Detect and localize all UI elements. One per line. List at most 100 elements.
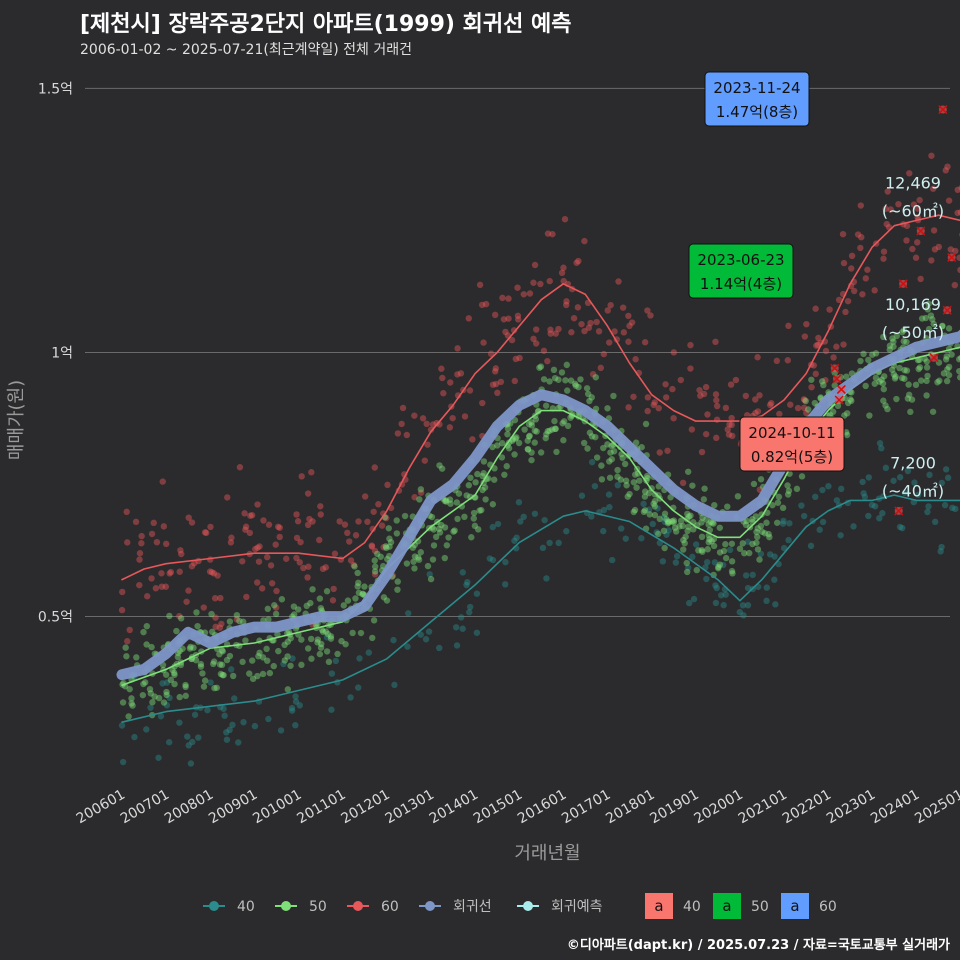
scatter-point-60	[628, 319, 636, 326]
scatter-point-40	[489, 523, 496, 531]
scatter-point-40	[904, 467, 912, 475]
x-tick-label-4: 201001	[250, 787, 304, 828]
scatter-point-40	[417, 631, 424, 638]
scatter-point-60	[773, 357, 781, 365]
scatter-point-60	[276, 533, 283, 541]
scatter-point-50	[551, 374, 559, 382]
scatter-point-50	[707, 518, 714, 526]
scatter-point-50	[588, 394, 595, 401]
x-tick-label-10: 201601	[515, 787, 569, 828]
scatter-point-40	[672, 559, 680, 566]
scatter-point-60	[942, 167, 949, 174]
scatter-point-50	[525, 433, 533, 440]
scatter-point-50	[600, 444, 607, 452]
scatter-point-50	[521, 426, 528, 433]
scatter-point-40	[466, 603, 474, 611]
scatter-point-50	[369, 634, 376, 642]
scatter-point-50	[610, 448, 618, 455]
scatter-point-50	[651, 511, 659, 519]
scatter-point-50	[438, 465, 446, 472]
scatter-point-60	[514, 312, 522, 319]
scatter-point-50	[893, 332, 900, 340]
scatter-point-50	[219, 671, 226, 679]
scatter-point-60	[224, 494, 231, 501]
scatter-point-40	[459, 625, 466, 632]
scatter-point-60	[840, 341, 847, 348]
scatter-point-60	[625, 404, 632, 411]
scatter-point-50	[672, 528, 680, 535]
scatter-point-50	[680, 546, 687, 553]
scatter-point-50	[749, 540, 756, 548]
scatter-point-60	[350, 561, 358, 569]
scatter-point-50	[463, 492, 470, 499]
scatter-point-50	[371, 568, 379, 575]
scatter-point-50	[684, 468, 692, 475]
scatter-point-60	[619, 304, 627, 311]
scatter-point-60	[563, 301, 570, 309]
chart-subtitle: 2006-01-02 ~ 2025-07-21(최근계약일) 전체 거래건	[80, 42, 412, 58]
scatter-point-60	[669, 385, 676, 393]
scatter-point-40	[520, 513, 527, 521]
scatter-point-60	[600, 350, 608, 358]
scatter-point-50	[604, 441, 611, 448]
scatter-point-50	[831, 382, 838, 389]
scatter-point-60	[183, 598, 190, 605]
scatter-point-40	[673, 552, 681, 560]
scatter-point-50	[943, 377, 951, 385]
scatter-point-50	[651, 503, 659, 510]
scatter-point-60	[620, 329, 628, 336]
scatter-point-60	[119, 588, 126, 596]
scatter-point-50	[155, 694, 163, 702]
scatter-point-50	[163, 691, 170, 699]
scatter-point-40	[502, 558, 509, 566]
scatter-point-50	[525, 421, 533, 428]
scatter-point-40	[703, 575, 710, 583]
scatter-point-50	[171, 671, 178, 678]
scatter-point-60	[479, 399, 486, 407]
scatter-point-50	[432, 533, 440, 541]
scatter-point-60	[364, 518, 371, 525]
scatter-point-50	[246, 670, 253, 677]
scatter-point-50	[898, 374, 906, 382]
scatter-point-50	[166, 612, 173, 620]
scatter-point-40	[785, 536, 792, 544]
scatter-point-50	[774, 499, 782, 506]
scatter-point-50	[249, 675, 257, 683]
scatter-point-50	[843, 431, 851, 439]
scatter-point-50	[890, 371, 898, 378]
scatter-point-50	[443, 498, 450, 505]
scatter-point-40	[665, 527, 672, 534]
scatter-point-40	[739, 602, 747, 609]
scatter-point-60	[383, 514, 390, 522]
scatter-point-50	[494, 442, 501, 449]
scatter-point-60	[148, 530, 156, 538]
annotation-date-50: 2023-06-23	[697, 251, 784, 269]
legend-dot-50	[281, 901, 291, 911]
scatter-point-50	[640, 508, 648, 516]
scatter-point-50	[769, 501, 776, 509]
scatter-point-50	[435, 525, 443, 532]
scatter-point-60	[813, 342, 820, 349]
scatter-point-60	[607, 301, 614, 309]
scatter-point-50	[843, 373, 850, 380]
scatter-point-40	[766, 551, 774, 558]
scatter-point-60	[857, 202, 865, 209]
scatter-point-60	[214, 572, 221, 579]
scatter-point-60	[903, 222, 911, 230]
scatter-point-60	[371, 571, 379, 578]
scatter-point-60	[810, 362, 818, 369]
legend-label-회귀선: 회귀선	[453, 899, 492, 915]
scatter-point-40	[147, 704, 154, 711]
scatter-point-50	[472, 479, 479, 486]
scatter-point-60	[317, 503, 324, 510]
scatter-point-50	[441, 497, 449, 505]
scatter-point-60	[124, 638, 131, 645]
scatter-point-40	[952, 505, 959, 513]
scatter-point-50	[217, 670, 225, 678]
scatter-point-60	[188, 519, 196, 526]
scatter-point-60	[305, 563, 312, 570]
scatter-point-40	[189, 738, 196, 746]
scatter-point-50	[586, 397, 593, 405]
scatter-point-60	[800, 396, 808, 403]
scatter-point-50	[880, 385, 888, 393]
